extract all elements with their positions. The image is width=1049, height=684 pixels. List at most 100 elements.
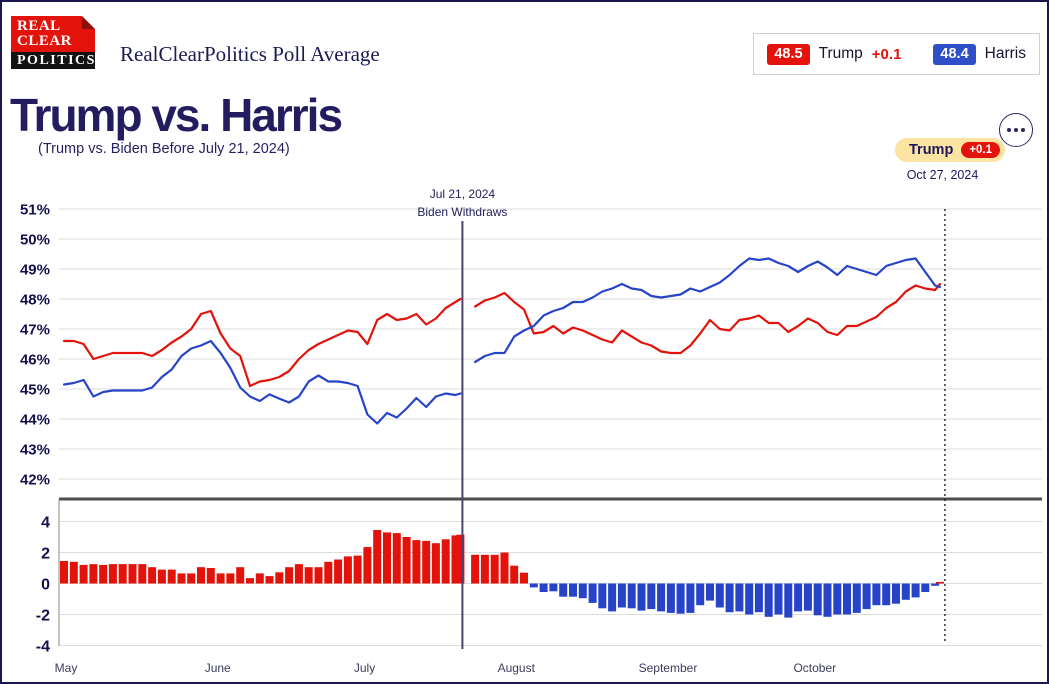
spread-bar[interactable] bbox=[510, 565, 519, 584]
spread-bar[interactable] bbox=[324, 561, 333, 584]
spread-bar[interactable] bbox=[69, 561, 78, 584]
spread-bar[interactable] bbox=[108, 564, 117, 584]
spread-bar[interactable] bbox=[294, 564, 303, 584]
spread-bar[interactable] bbox=[187, 573, 196, 584]
spread-axis-label: 2 bbox=[41, 546, 50, 563]
spread-bar[interactable] bbox=[754, 583, 763, 613]
spread-bar[interactable] bbox=[79, 564, 88, 584]
spread-bar[interactable] bbox=[89, 564, 98, 584]
spread-bar[interactable] bbox=[167, 569, 176, 584]
spread-bar[interactable] bbox=[480, 554, 489, 584]
spread-bar[interactable] bbox=[794, 583, 803, 612]
spread-bar[interactable] bbox=[598, 583, 607, 609]
spread-bar[interactable] bbox=[823, 583, 832, 617]
spread-bar[interactable] bbox=[715, 583, 724, 608]
spread-bar[interactable] bbox=[725, 583, 734, 613]
spread-bar[interactable] bbox=[157, 569, 166, 584]
spread-bar[interactable] bbox=[275, 572, 284, 584]
spread-bar[interactable] bbox=[490, 554, 499, 584]
spread-bar[interactable] bbox=[471, 554, 480, 584]
spread-bar[interactable] bbox=[666, 583, 675, 613]
spread-bar[interactable] bbox=[833, 583, 842, 615]
spread-bar[interactable] bbox=[862, 583, 871, 610]
spread-bar[interactable] bbox=[363, 547, 372, 584]
spread-bar[interactable] bbox=[246, 578, 254, 584]
spread-bar[interactable] bbox=[304, 567, 313, 584]
y-axis-label: 43% bbox=[20, 442, 50, 459]
spread-bar[interactable] bbox=[255, 573, 264, 584]
spread-bar[interactable] bbox=[657, 583, 666, 612]
spread-bar[interactable] bbox=[843, 583, 851, 615]
spread-bar[interactable] bbox=[451, 535, 460, 584]
spread-bar[interactable] bbox=[696, 583, 705, 606]
spread-bar[interactable] bbox=[608, 583, 617, 612]
harris-line[interactable] bbox=[62, 257, 942, 425]
spread-bar[interactable] bbox=[852, 583, 861, 613]
more-options-button[interactable] bbox=[999, 113, 1033, 147]
spread-bar[interactable] bbox=[138, 564, 147, 584]
spread-bar[interactable] bbox=[314, 567, 323, 584]
spread-bar[interactable] bbox=[128, 564, 137, 584]
spread-bar[interactable] bbox=[745, 583, 754, 615]
spread-bar[interactable] bbox=[353, 555, 362, 584]
spread-bar[interactable] bbox=[177, 573, 186, 584]
y-axis-label: 48% bbox=[20, 292, 50, 309]
spread-bar[interactable] bbox=[936, 581, 944, 584]
annotation-text: Biden Withdraws bbox=[417, 205, 507, 219]
spread-bar[interactable] bbox=[383, 532, 391, 584]
trump-line[interactable] bbox=[62, 282, 942, 388]
spread-bar[interactable] bbox=[637, 583, 646, 611]
spread-bar[interactable] bbox=[931, 583, 940, 586]
spread-bar[interactable] bbox=[647, 583, 656, 610]
spread-bar[interactable] bbox=[813, 583, 822, 616]
spread-bar[interactable] bbox=[735, 583, 744, 612]
spread-bar[interactable] bbox=[901, 583, 910, 600]
spread-bar[interactable] bbox=[872, 583, 881, 606]
spread-bar[interactable] bbox=[334, 559, 343, 584]
spread-bar[interactable] bbox=[373, 530, 382, 584]
spread-bar[interactable] bbox=[392, 533, 401, 584]
spread-bar[interactable] bbox=[549, 583, 558, 592]
spread-bar[interactable] bbox=[617, 583, 626, 608]
spread-bar[interactable] bbox=[921, 583, 930, 593]
spread-bar[interactable] bbox=[892, 583, 900, 604]
rcp-logo[interactable]: REAL CLEAR POLITICS bbox=[11, 16, 95, 69]
spread-bar[interactable] bbox=[236, 567, 245, 584]
spread-bar[interactable] bbox=[412, 540, 421, 584]
spread-bar[interactable] bbox=[226, 573, 235, 584]
spread-bar[interactable] bbox=[803, 583, 812, 611]
spread-bar[interactable] bbox=[422, 540, 431, 584]
spread-bar[interactable] bbox=[774, 583, 783, 615]
spread-bar[interactable] bbox=[764, 583, 773, 617]
spread-bar[interactable] bbox=[216, 573, 225, 584]
spread-bar[interactable] bbox=[559, 583, 568, 597]
spread-bar[interactable] bbox=[588, 583, 597, 603]
spread-bar[interactable] bbox=[206, 568, 215, 584]
poll-chart[interactable]: 51% 50% 49% 48% 47% 46% 45% 44% 43% 42% 4 2 0 -2 -4 Jul… bbox=[2, 185, 1049, 683]
spread-bar[interactable] bbox=[676, 583, 685, 614]
spread-bar[interactable] bbox=[784, 583, 793, 618]
spread-bar[interactable] bbox=[402, 537, 411, 584]
spread-bar[interactable] bbox=[343, 556, 352, 584]
spread-bar[interactable] bbox=[118, 564, 127, 584]
spread-bar[interactable] bbox=[539, 583, 548, 593]
spread-bar[interactable] bbox=[569, 583, 577, 597]
spread-bar[interactable] bbox=[911, 583, 920, 598]
spread-bar[interactable] bbox=[456, 534, 465, 584]
spread-bar[interactable] bbox=[285, 567, 294, 584]
spread-bar[interactable] bbox=[627, 583, 636, 609]
spread-bar[interactable] bbox=[197, 567, 205, 584]
spread-bar[interactable] bbox=[99, 564, 108, 584]
spread-bar[interactable] bbox=[706, 583, 714, 601]
spread-bar[interactable] bbox=[60, 561, 68, 584]
spread-bar[interactable] bbox=[520, 572, 528, 584]
spread-bar[interactable] bbox=[686, 583, 695, 613]
spread-bar[interactable] bbox=[431, 543, 440, 584]
spread-bar[interactable] bbox=[148, 567, 157, 584]
spread-bar[interactable] bbox=[441, 539, 450, 584]
spread-bar[interactable] bbox=[265, 576, 274, 584]
spread-bar[interactable] bbox=[500, 552, 509, 584]
spread-bar[interactable] bbox=[529, 583, 538, 588]
spread-bar[interactable] bbox=[578, 583, 587, 599]
spread-bar[interactable] bbox=[882, 583, 891, 606]
